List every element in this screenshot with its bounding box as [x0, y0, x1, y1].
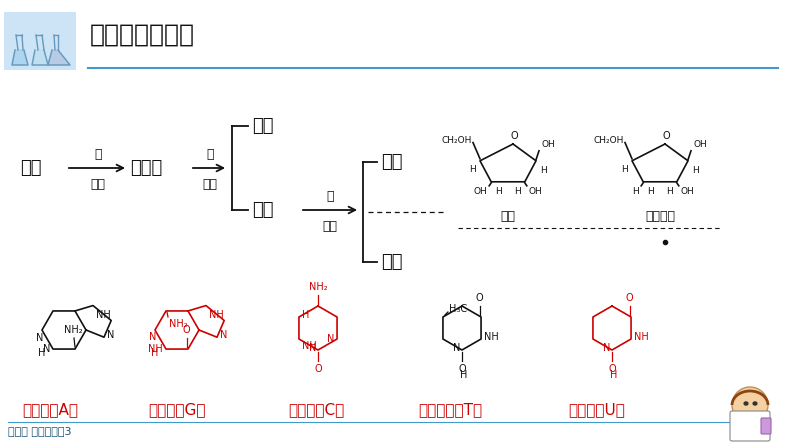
Text: NH: NH: [484, 332, 499, 342]
Text: 酶: 酶: [206, 148, 214, 160]
Text: H: H: [38, 348, 46, 358]
Text: H: H: [611, 370, 618, 380]
Text: 碱基: 碱基: [381, 253, 403, 271]
Text: 一、核酸的组成: 一、核酸的组成: [90, 23, 195, 47]
Text: NH: NH: [148, 344, 163, 354]
Text: OH: OH: [693, 140, 707, 149]
FancyBboxPatch shape: [4, 12, 76, 70]
Text: H₃C: H₃C: [449, 304, 467, 314]
Text: OH: OH: [541, 140, 555, 149]
Text: NH: NH: [302, 341, 317, 351]
Text: N: N: [309, 343, 316, 353]
Text: OH: OH: [680, 187, 695, 196]
Text: 酶: 酶: [94, 148, 102, 160]
Text: N: N: [37, 333, 44, 343]
Text: 水解: 水解: [91, 177, 106, 190]
Circle shape: [732, 387, 768, 423]
Text: O: O: [511, 131, 518, 141]
Text: 胸腺嘧啶（T）: 胸腺嘧啶（T）: [418, 402, 482, 417]
Text: N: N: [603, 343, 610, 353]
Text: 尿嘧啶（U）: 尿嘧啶（U）: [568, 402, 625, 417]
Text: 戊糖: 戊糖: [381, 153, 403, 171]
Text: 磷酸: 磷酸: [252, 117, 273, 135]
Polygon shape: [32, 50, 48, 65]
Polygon shape: [12, 50, 28, 65]
Text: O: O: [625, 293, 633, 303]
Text: O: O: [182, 325, 190, 335]
Text: 核苷酸: 核苷酸: [130, 159, 162, 177]
Text: 鸟嘌呤（G）: 鸟嘌呤（G）: [148, 402, 206, 417]
FancyBboxPatch shape: [730, 411, 770, 441]
Text: 脱氧核糖: 脱氧核糖: [645, 210, 675, 223]
Text: 核糖: 核糖: [500, 210, 515, 223]
Text: O: O: [662, 131, 670, 141]
Text: N: N: [326, 334, 334, 344]
FancyBboxPatch shape: [761, 418, 771, 434]
Text: 核苷: 核苷: [252, 201, 273, 219]
Text: N: N: [220, 330, 227, 340]
Text: N: N: [149, 332, 156, 342]
Text: CH₂OH: CH₂OH: [441, 136, 472, 145]
Text: H: H: [540, 166, 547, 175]
Text: O: O: [608, 364, 616, 374]
Text: 核酸: 核酸: [20, 159, 41, 177]
Text: OH: OH: [473, 187, 488, 196]
Text: O: O: [476, 293, 483, 303]
Text: H: H: [495, 187, 502, 196]
Text: 水解: 水解: [202, 177, 218, 190]
Text: O: O: [458, 364, 466, 374]
Text: O: O: [314, 364, 322, 374]
Text: 酶: 酶: [326, 190, 333, 202]
Text: H: H: [469, 165, 476, 174]
Text: 人教版 选择性必修3: 人教版 选择性必修3: [8, 426, 71, 436]
Text: H: H: [302, 310, 310, 320]
Text: H: H: [692, 166, 699, 175]
Text: OH: OH: [529, 187, 542, 196]
Text: H: H: [633, 187, 639, 196]
Text: H: H: [621, 165, 628, 174]
Text: NH₂: NH₂: [169, 319, 187, 329]
Text: NH: NH: [96, 309, 110, 320]
Text: 腺嘌呤（A）: 腺嘌呤（A）: [22, 402, 78, 417]
Text: NH₂: NH₂: [64, 325, 83, 335]
Text: H: H: [461, 370, 468, 380]
Text: 水解: 水解: [322, 219, 337, 232]
Text: NH₂: NH₂: [309, 282, 327, 292]
Text: H: H: [152, 348, 159, 358]
Text: H: H: [666, 187, 673, 196]
Text: N: N: [43, 344, 50, 354]
Text: NH: NH: [634, 332, 649, 342]
Text: NH: NH: [209, 309, 224, 320]
Text: 胞嘧啶（C）: 胞嘧啶（C）: [288, 402, 345, 417]
Text: CH₂OH: CH₂OH: [594, 136, 624, 145]
Text: H: H: [647, 187, 654, 196]
Text: N: N: [453, 343, 460, 353]
Text: N: N: [107, 330, 114, 340]
Polygon shape: [48, 50, 70, 65]
Text: H: H: [514, 187, 521, 196]
